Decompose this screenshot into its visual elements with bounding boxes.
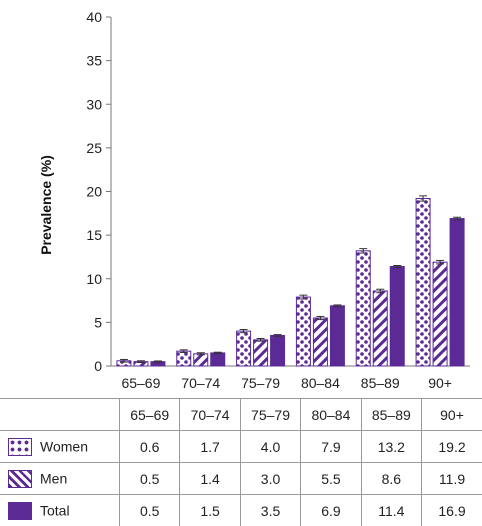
x-tick-label: 70–74 [181,375,220,391]
y-axis-ticks: 0 5 10 15 20 25 30 35 40 [86,9,111,374]
table-cell: 8.6 [361,463,421,495]
bars [117,196,464,366]
table-cell: 1.5 [180,495,240,526]
table-cell: 16.9 [422,495,482,526]
legend-label-total: Total [40,503,70,519]
solid-swatch-icon [8,502,32,520]
bar-chart: Prevalence (%) 0 5 10 15 20 25 30 35 40 65–69 70–… [0,0,482,398]
bar-total [211,353,225,366]
y-tick-label: 15 [86,227,102,243]
table-row-women: Women 0.6 1.7 4.0 7.9 13.2 19.2 [0,431,482,463]
x-tick-label: 65–69 [121,375,160,391]
x-tick-label: 90+ [428,375,452,391]
table-header-cell: 80–84 [301,399,361,431]
table-cell: 1.7 [180,431,240,463]
dots-swatch-icon [8,438,32,456]
bar-total [330,306,344,366]
table-row-men: Men 0.5 1.4 3.0 5.5 8.6 11.9 [0,463,482,495]
bar-women [177,351,191,366]
table-header-cell: 70–74 [180,399,240,431]
table-cell: 11.4 [361,495,421,526]
table-cell: 19.2 [422,431,482,463]
bar-men [433,262,447,366]
x-tick-label: 85–89 [361,375,400,391]
table-cell: 0.5 [120,463,180,495]
bar-men [373,291,387,366]
table-cell: 3.5 [240,495,300,526]
bar-men [254,340,268,366]
x-tick-label: 75–79 [241,375,280,391]
bar-total [390,267,404,366]
legend-women: Women [0,431,120,463]
bar-women [356,251,370,366]
bar-men [313,318,327,366]
table-cell: 11.9 [422,463,482,495]
table-cell: 0.5 [120,495,180,526]
legend-men: Men [0,463,120,495]
y-axis-title: Prevalence (%) [38,155,54,255]
table-cell: 13.2 [361,431,421,463]
table-row-total: Total 0.5 1.5 3.5 6.9 11.4 16.9 [0,495,482,526]
data-table: 65–69 70–74 75–79 80–84 85–89 90+ Women … [0,398,482,526]
y-tick-label: 5 [94,314,102,330]
y-tick-label: 25 [86,140,102,156]
y-tick-label: 35 [86,53,102,69]
bar-women [416,198,430,366]
bar-men [194,354,208,366]
table-row-header: 65–69 70–74 75–79 80–84 85–89 90+ [0,399,482,431]
bar-women [237,331,251,366]
y-tick-label: 0 [94,358,102,374]
legend-label-men: Men [40,471,67,487]
table-cell: 3.0 [240,463,300,495]
table-cell: 1.4 [180,463,240,495]
bar-total [271,335,285,366]
y-tick-label: 30 [86,96,102,112]
stripes-swatch-icon [8,470,32,488]
y-tick-label: 10 [86,271,102,287]
y-tick-label: 20 [86,184,102,200]
table-cell: 5.5 [301,463,361,495]
bar-total [450,219,464,366]
table-cell: 7.9 [301,431,361,463]
table-header-cell: 90+ [422,399,482,431]
x-tick-label: 80–84 [301,375,340,391]
table-corner [0,399,120,431]
bar-women [296,297,310,366]
table-cell: 4.0 [240,431,300,463]
table-cell: 6.9 [301,495,361,526]
table-header-cell: 75–79 [240,399,300,431]
x-axis-ticks: 65–69 70–74 75–79 80–84 85–89 90+ [121,375,452,391]
y-tick-label: 40 [86,9,102,25]
legend-total: Total [0,495,120,526]
table-header-cell: 85–89 [361,399,421,431]
legend-label-women: Women [40,439,88,455]
table-header-cell: 65–69 [120,399,180,431]
table-cell: 0.6 [120,431,180,463]
